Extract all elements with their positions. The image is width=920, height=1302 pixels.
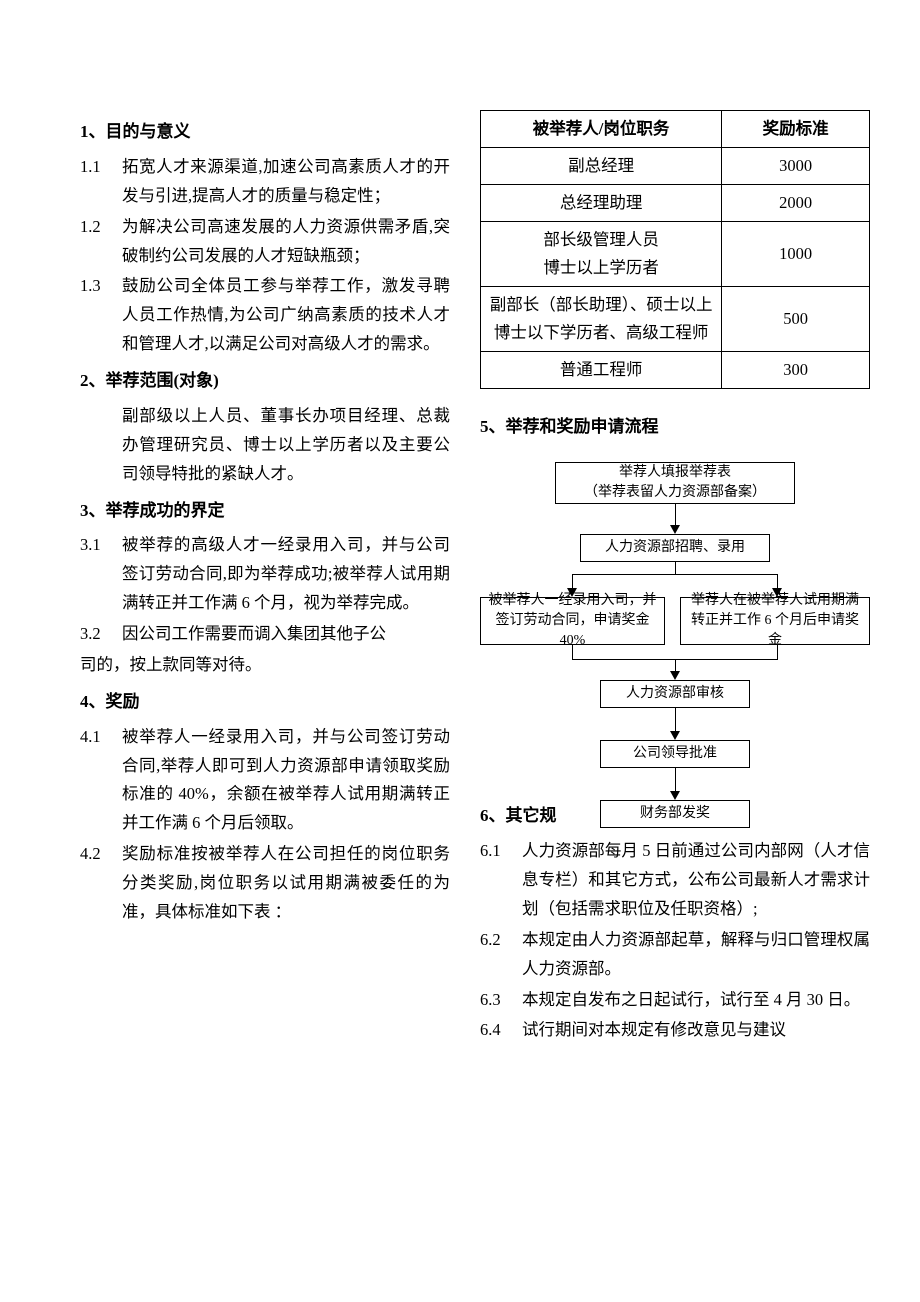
section-4-heading: 4、奖励 [80, 688, 450, 717]
table-header-row: 被举荐人/岗位职务 奖励标准 [481, 111, 870, 148]
section-3-heading: 3、举荐成功的界定 [80, 497, 450, 526]
right-column: 被举荐人/岗位职务 奖励标准 副总经理 3000 总经理助理 2000 部长级管… [480, 110, 870, 1047]
item-text: 拓宽人才来源渠道,加速公司高素质人才的开发与引进,提高人才的质量与稳定性； [122, 153, 450, 211]
flow-edge [675, 768, 676, 792]
flow-node-leader-approve: 公司领导批准 [600, 740, 750, 768]
item-6-3: 6.3 本规定自发布之日起试行，试行至 4 月 30 日。 [480, 986, 870, 1015]
table-header-position: 被举荐人/岗位职务 [481, 111, 722, 148]
arrow-icon [772, 588, 782, 597]
item-6-2: 6.2 本规定由人力资源部起草，解释与归口管理权属人力资源部。 [480, 926, 870, 984]
cell-position: 部长级管理人员博士以上学历者 [481, 222, 722, 287]
flow-edge [572, 574, 573, 589]
item-text: 本规定由人力资源部起草，解释与归口管理权属人力资源部。 [522, 926, 870, 984]
table-row: 副部长（部长助理）、硕士以上博士以下学历者、高级工程师 500 [481, 287, 870, 352]
flow-edge [675, 562, 676, 574]
flow-edge [675, 708, 676, 732]
item-number: 6.3 [480, 986, 522, 1015]
item-text: 试行期间对本规定有修改意见与建议 [522, 1016, 870, 1045]
cell-position: 副部长（部长助理）、硕士以上博士以下学历者、高级工程师 [481, 287, 722, 352]
flow-edge [572, 574, 778, 575]
arrow-icon [670, 671, 680, 680]
two-column-layout: 1、目的与意义 1.1 拓宽人才来源渠道,加速公司高素质人才的开发与引进,提高人… [80, 110, 840, 1047]
cell-position: 副总经理 [481, 148, 722, 185]
table-row: 部长级管理人员博士以上学历者 1000 [481, 222, 870, 287]
cell-amount: 2000 [722, 185, 870, 222]
item-3-2-line2: 司的，按上款同等对待。 [80, 651, 450, 680]
item-text: 人力资源部每月 5 日前通过公司内部网（人才信息专栏）和其它方式，公布公司最新人… [522, 837, 870, 924]
item-1-1: 1.1 拓宽人才来源渠道,加速公司高素质人才的开发与引进,提高人才的质量与稳定性… [80, 153, 450, 211]
arrow-icon [670, 791, 680, 800]
item-number: 1.2 [80, 213, 122, 271]
item-text: 为解决公司高速发展的人力资源供需矛盾,突破制约公司发展的人才短缺瓶颈； [122, 213, 450, 271]
cell-position: 总经理助理 [481, 185, 722, 222]
table-row: 副总经理 3000 [481, 148, 870, 185]
section-2-heading: 2、举荐范围(对象) [80, 367, 450, 396]
flow-node-finance-pay: 财务部发奖 [600, 800, 750, 828]
flow-node-apply-rest: 举荐人在被举荐人试用期满转正并工作 6 个月后申请奖金 [680, 597, 870, 645]
item-number: 3.1 [80, 531, 122, 618]
flow-edge [675, 504, 676, 526]
item-1-2: 1.2 为解决公司高速发展的人力资源供需矛盾,突破制约公司发展的人才短缺瓶颈； [80, 213, 450, 271]
item-text: 被举荐的高级人才一经录用入司，并与公司签订劳动合同,即为举荐成功;被举荐人试用期… [122, 531, 450, 618]
item-3-2-line1: 3.2 因公司工作需要而调入集团其他子公 [80, 620, 450, 649]
item-6-1: 6.1 人力资源部每月 5 日前通过公司内部网（人才信息专栏）和其它方式，公布公… [480, 837, 870, 924]
flow-edge [572, 645, 573, 659]
item-number: 4.2 [80, 840, 122, 927]
item-4-2: 4.2 奖励标准按被举荐人在公司担任的岗位职务分类奖励,岗位职务以试用期满被委任… [80, 840, 450, 927]
item-number: 4.1 [80, 723, 122, 839]
cell-amount: 1000 [722, 222, 870, 287]
cell-amount: 300 [722, 352, 870, 389]
flowchart: 举荐人填报举荐表（举荐表留人力资源部备案） 人力资源部招聘、录用 被举荐人一经录… [480, 462, 870, 832]
section-2-body: 副部级以上人员、董事长办项目经理、总裁办管理研究员、博士以上学历者以及主要公司领… [122, 402, 450, 489]
arrow-icon [670, 731, 680, 740]
section-1-heading: 1、目的与意义 [80, 118, 450, 147]
flow-node-fill-form: 举荐人填报举荐表（举荐表留人力资源部备案） [555, 462, 795, 504]
item-text: 被举荐人一经录用入司，并与公司签订劳动合同,举荐人即可到人力资源部申请领取奖励标… [122, 723, 450, 839]
flow-node-hr-review: 人力资源部审核 [600, 680, 750, 708]
arrow-icon [567, 588, 577, 597]
reward-table: 被举荐人/岗位职务 奖励标准 副总经理 3000 总经理助理 2000 部长级管… [480, 110, 870, 389]
item-text: 因公司工作需要而调入集团其他子公 [122, 620, 450, 649]
flow-node-hr-recruit: 人力资源部招聘、录用 [580, 534, 770, 562]
item-text: 鼓励公司全体员工参与举荐工作，激发寻聘人员工作热情,为公司广纳高素质的技术人才和… [122, 272, 450, 359]
item-1-3: 1.3 鼓励公司全体员工参与举荐工作，激发寻聘人员工作热情,为公司广纳高素质的技… [80, 272, 450, 359]
table-header-amount: 奖励标准 [722, 111, 870, 148]
table-row: 总经理助理 2000 [481, 185, 870, 222]
item-4-1: 4.1 被举荐人一经录用入司，并与公司签订劳动合同,举荐人即可到人力资源部申请领… [80, 723, 450, 839]
item-text: 本规定自发布之日起试行，试行至 4 月 30 日。 [522, 986, 870, 1015]
flow-edge [777, 574, 778, 589]
item-number: 1.3 [80, 272, 122, 359]
item-number: 6.2 [480, 926, 522, 984]
section-5-heading: 5、举荐和奖励申请流程 [480, 413, 870, 442]
item-text: 奖励标准按被举荐人在公司担任的岗位职务分类奖励,岗位职务以试用期满被委任的为准，… [122, 840, 450, 927]
flow-edge [777, 645, 778, 659]
item-6-4: 6.4 试行期间对本规定有修改意见与建议 [480, 1016, 870, 1045]
item-number: 6.4 [480, 1016, 522, 1045]
table-row: 普通工程师 300 [481, 352, 870, 389]
flow-node-apply-40: 被举荐人一经录用入司，并签订劳动合同，申请奖金 40% [480, 597, 665, 645]
document-page: 1、目的与意义 1.1 拓宽人才来源渠道,加速公司高素质人才的开发与引进,提高人… [0, 0, 920, 1087]
item-number: 3.2 [80, 620, 122, 649]
left-column: 1、目的与意义 1.1 拓宽人才来源渠道,加速公司高素质人才的开发与引进,提高人… [80, 110, 450, 1047]
cell-position: 普通工程师 [481, 352, 722, 389]
cell-amount: 3000 [722, 148, 870, 185]
item-number: 1.1 [80, 153, 122, 211]
arrow-icon [670, 525, 680, 534]
item-3-1: 3.1 被举荐的高级人才一经录用入司，并与公司签订劳动合同,即为举荐成功;被举荐… [80, 531, 450, 618]
item-number: 6.1 [480, 837, 522, 924]
cell-amount: 500 [722, 287, 870, 352]
